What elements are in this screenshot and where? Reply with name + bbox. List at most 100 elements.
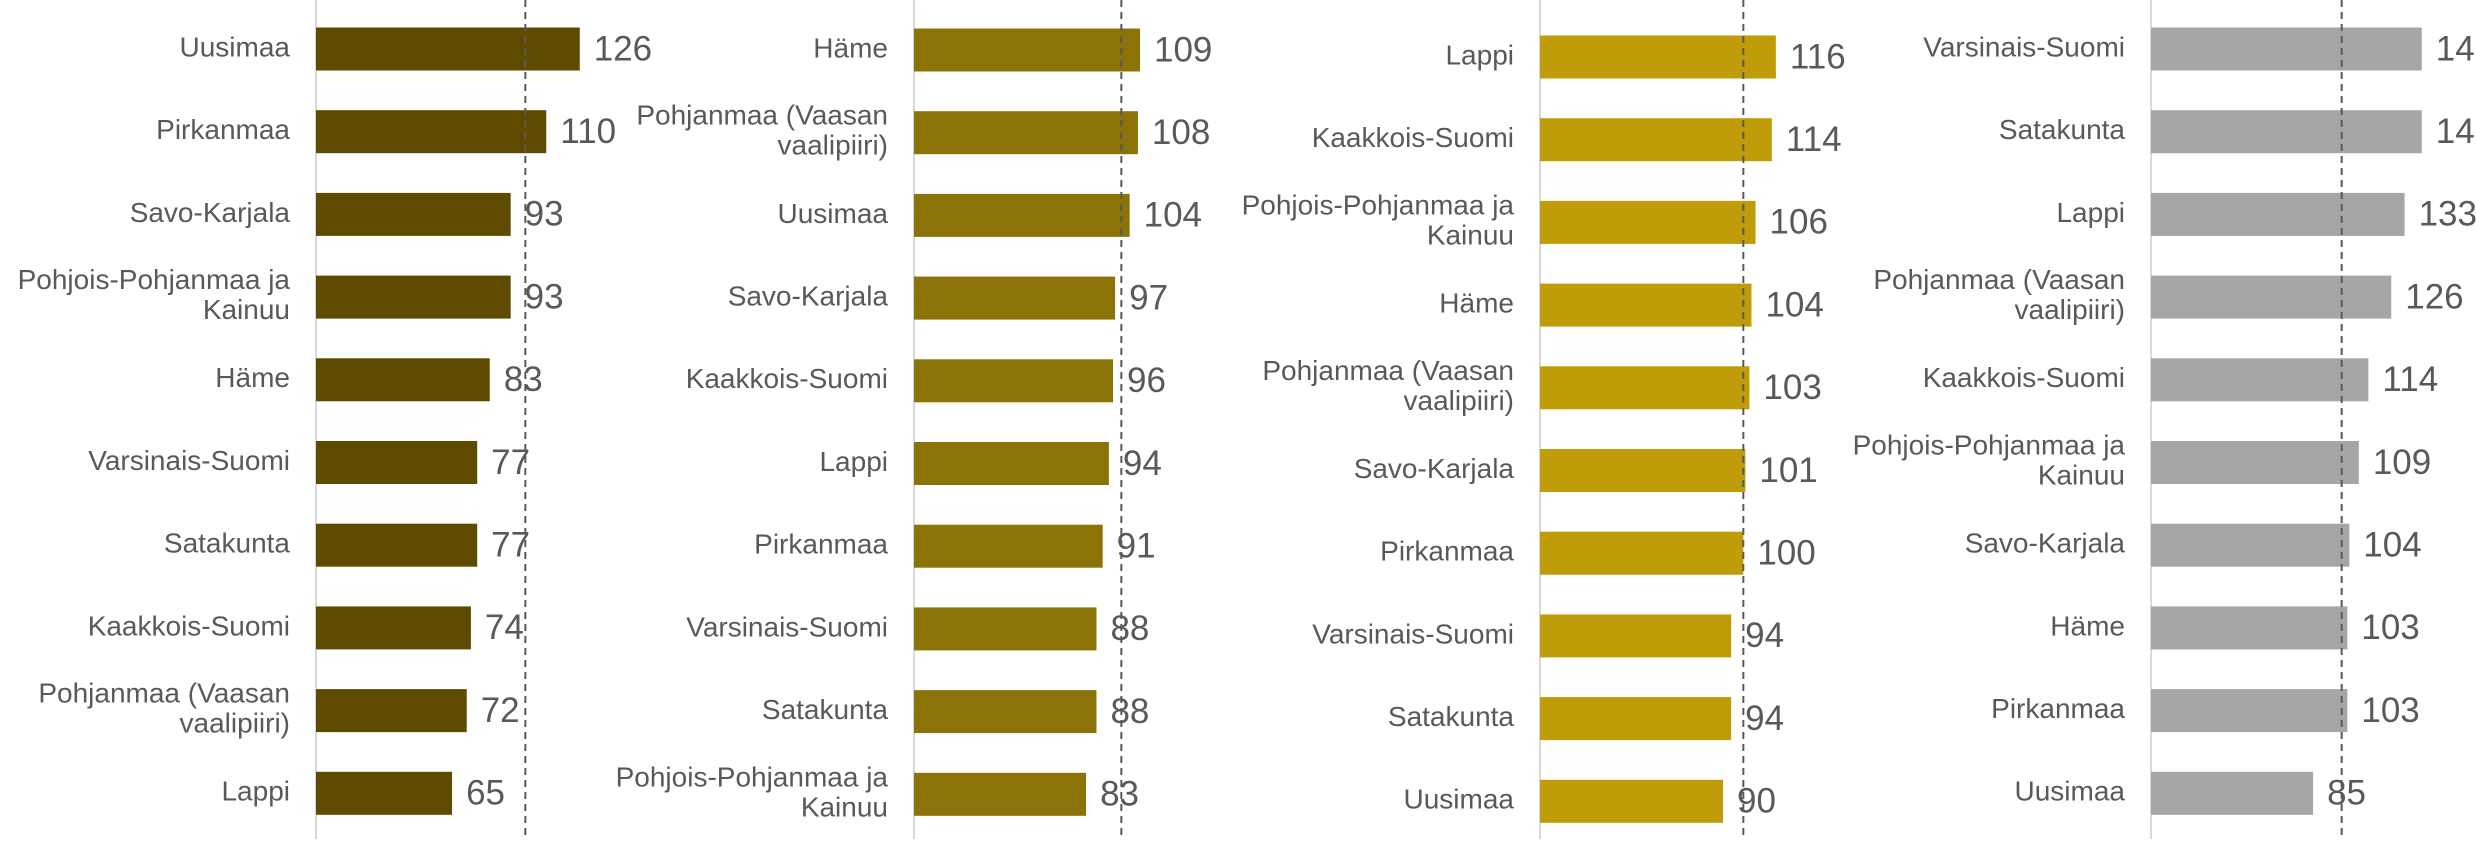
category-label: Kaakkois-Suomi bbox=[1312, 122, 1514, 153]
value-label: 114 bbox=[1786, 120, 1842, 159]
bar bbox=[914, 193, 1130, 237]
bar bbox=[316, 110, 547, 154]
value-label: 108 bbox=[1152, 113, 1210, 152]
value-label: 85 bbox=[2327, 774, 2366, 813]
value-label: 94 bbox=[1745, 699, 1784, 738]
bar bbox=[914, 359, 1114, 403]
category-label: Pirkanmaa bbox=[1380, 536, 1514, 567]
bar bbox=[2151, 192, 2405, 236]
bar bbox=[316, 358, 490, 402]
value-label: 88 bbox=[1110, 692, 1149, 731]
bar bbox=[1540, 614, 1732, 658]
bar bbox=[1540, 449, 1746, 492]
category-label: Lappi bbox=[221, 776, 290, 807]
category-label: Pohjanmaa (Vaasan vaalipiiri) bbox=[1873, 264, 2125, 325]
category-label: Pirkanmaa bbox=[1991, 693, 2125, 724]
bar bbox=[2151, 606, 2348, 650]
bar bbox=[914, 276, 1116, 320]
category-label: Pirkanmaa bbox=[754, 529, 888, 560]
value-label: 97 bbox=[1129, 278, 1168, 317]
category-label: Uusimaa bbox=[180, 31, 291, 62]
bar bbox=[1540, 697, 1732, 741]
value-label: 110 bbox=[560, 112, 616, 151]
value-label: 88 bbox=[1110, 609, 1149, 648]
bar bbox=[316, 441, 478, 484]
bar bbox=[2151, 441, 2359, 484]
category-label: Uusimaa bbox=[1404, 784, 1515, 815]
bar bbox=[1540, 118, 1772, 162]
value-label: 65 bbox=[466, 774, 505, 813]
value-label: 114 bbox=[2382, 360, 2438, 399]
value-label: 96 bbox=[1127, 361, 1166, 400]
category-label: Lappi bbox=[2056, 197, 2125, 228]
category-label: Lappi bbox=[819, 446, 888, 477]
category-label: Lappi bbox=[1445, 39, 1514, 70]
bar bbox=[2151, 275, 2392, 319]
bar bbox=[316, 192, 511, 236]
value-label: 94 bbox=[1745, 616, 1784, 655]
bar bbox=[2151, 523, 2350, 567]
bar bbox=[2151, 771, 2314, 815]
value-label: 91 bbox=[1117, 526, 1156, 565]
value-label: 90 bbox=[1737, 782, 1776, 821]
value-label: 77 bbox=[491, 525, 530, 564]
value-label: 101 bbox=[1759, 451, 1817, 490]
value-label: 93 bbox=[525, 195, 564, 234]
category-label: Satakunta bbox=[1999, 114, 2126, 145]
bar bbox=[914, 690, 1097, 734]
bar bbox=[914, 442, 1109, 485]
category-label: Varsinais-Suomi bbox=[686, 611, 888, 642]
category-label: Pohjanmaa (Vaasan vaalipiiri) bbox=[38, 678, 290, 739]
value-label: 77 bbox=[491, 443, 530, 482]
value-label: 126 bbox=[594, 29, 652, 68]
bar bbox=[2151, 689, 2348, 733]
value-label: 100 bbox=[1757, 533, 1815, 572]
category-label: Satakunta bbox=[762, 694, 889, 725]
value-label: 133 bbox=[2419, 195, 2476, 234]
value-label: 72 bbox=[481, 691, 520, 730]
value-label: 83 bbox=[1100, 775, 1139, 814]
category-label: Pirkanmaa bbox=[156, 114, 290, 145]
value-label: 109 bbox=[1154, 30, 1212, 69]
value-label: 83 bbox=[504, 360, 543, 399]
category-label: Pohjanmaa (Vaasan vaalipiiri) bbox=[636, 100, 888, 161]
bar bbox=[914, 607, 1097, 651]
value-label: 94 bbox=[1123, 444, 1162, 483]
value-label: 104 bbox=[1765, 285, 1823, 324]
bar bbox=[914, 772, 1087, 816]
category-label: Häme bbox=[1439, 287, 1514, 318]
bar bbox=[914, 111, 1138, 155]
category-label: Satakunta bbox=[164, 528, 291, 559]
category-label: Kaakkois-Suomi bbox=[686, 363, 888, 394]
category-label: Uusimaa bbox=[778, 198, 889, 229]
value-label: 93 bbox=[525, 277, 564, 316]
value-label: 142 bbox=[2436, 29, 2476, 68]
value-label: 109 bbox=[2373, 443, 2431, 482]
bar bbox=[316, 771, 453, 815]
value-label: 142 bbox=[2436, 112, 2476, 151]
bar bbox=[1540, 366, 1750, 410]
bar bbox=[1540, 779, 1723, 823]
bar bbox=[914, 28, 1140, 72]
value-label: 103 bbox=[2361, 691, 2419, 730]
bar bbox=[316, 275, 511, 319]
bar bbox=[1540, 283, 1752, 327]
value-label: 103 bbox=[1763, 368, 1821, 407]
value-label: 106 bbox=[1770, 203, 1828, 242]
bar bbox=[2151, 110, 2422, 154]
bar bbox=[316, 689, 467, 733]
value-label: 104 bbox=[2363, 525, 2421, 564]
category-label: Savo-Karjala bbox=[130, 197, 291, 228]
bar bbox=[1540, 200, 1756, 244]
category-label: Pohjois-Pohjanmaa ja Kainuu bbox=[616, 762, 889, 823]
value-label: 74 bbox=[485, 608, 524, 647]
category-label: Uusimaa bbox=[2015, 776, 2126, 807]
category-label: Varsinais-Suomi bbox=[1923, 31, 2125, 62]
value-label: 103 bbox=[2361, 608, 2419, 647]
category-label: Pohjanmaa (Vaasan vaalipiiri) bbox=[1262, 355, 1514, 416]
category-label: Kaakkois-Suomi bbox=[88, 610, 290, 641]
category-label: Häme bbox=[2050, 610, 2125, 641]
category-label: Pohjois-Pohjanmaa ja Kainuu bbox=[1853, 430, 2126, 491]
bar bbox=[316, 27, 580, 71]
